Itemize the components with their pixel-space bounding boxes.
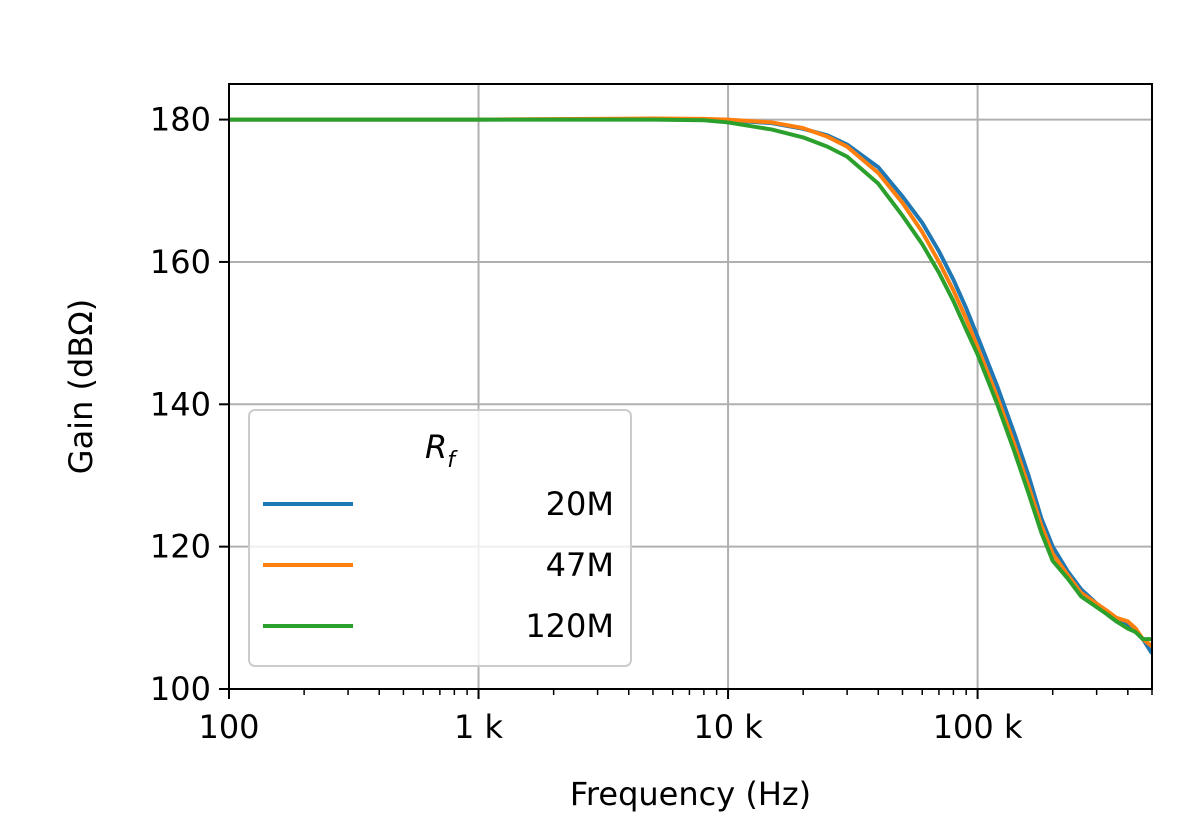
x-axis-ticks: 100 1 k 10 k 100 k: [198, 689, 1023, 746]
legend-title-subscript: f: [447, 448, 458, 473]
y-axis-label: Gain (dBΩ): [62, 299, 100, 474]
legend-box: [248, 409, 632, 667]
y-tick-label: 120: [150, 528, 211, 566]
legend-title: Rf: [425, 428, 458, 473]
y-tick-label: 160: [150, 243, 211, 281]
x-tick-label: 100 k: [933, 708, 1023, 746]
x-tick-label: 100: [198, 708, 259, 746]
x-tick-label: 1 k: [454, 708, 504, 746]
y-tick-label: 180: [150, 101, 211, 139]
legend-title-main: R: [425, 428, 447, 466]
y-tick-label: 100: [150, 670, 211, 708]
series-line-47m: [229, 116, 1152, 648]
series-layer: [229, 116, 1152, 655]
legend-label-20m: 20M: [546, 485, 614, 523]
plot-frame: [228, 83, 1153, 690]
legend-label-120m: 120M: [525, 607, 614, 645]
y-tick-label: 140: [150, 385, 211, 423]
y-axis-ticks: 100 120 140 160 180: [150, 101, 229, 708]
x-tick-label: 10 k: [693, 708, 763, 746]
legend-entries: 20M 47M 120M: [263, 485, 614, 645]
legend-label-47m: 47M: [546, 546, 614, 584]
legend: Rf 20M 47M 120M: [248, 409, 632, 667]
x-axis-label: Frequency (Hz): [570, 775, 811, 813]
series-line-120m: [229, 117, 1152, 642]
